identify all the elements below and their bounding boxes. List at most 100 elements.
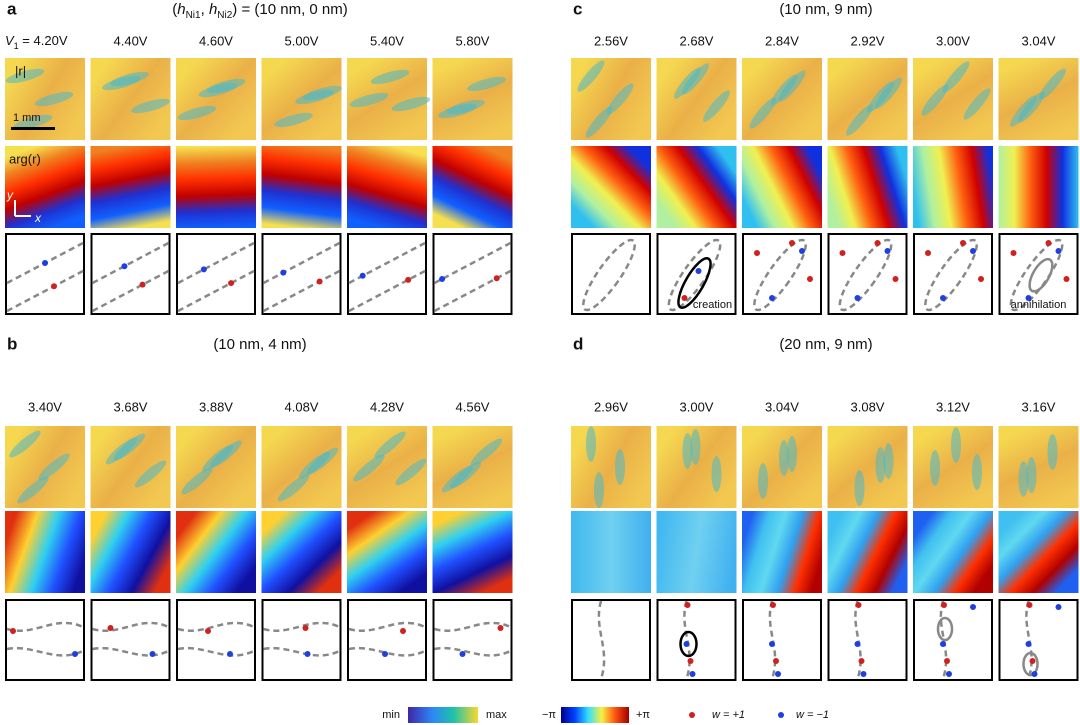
schematic xyxy=(432,599,513,681)
domain-loop-new xyxy=(1022,651,1039,677)
voltage-prefix: V xyxy=(5,33,15,48)
vortex xyxy=(940,641,946,647)
voltage-label: 4.08V xyxy=(285,399,319,414)
voltage-label: 3.04V xyxy=(765,399,799,414)
title-part: , xyxy=(201,1,209,18)
vortex xyxy=(1063,276,1070,282)
schematic xyxy=(90,233,171,315)
schematic-frame xyxy=(827,599,908,681)
vortex xyxy=(970,604,976,610)
amplitude-map xyxy=(998,426,1079,508)
amplitude-streak xyxy=(303,85,342,101)
amplitude-streak xyxy=(963,88,991,120)
row-label: arg(r) xyxy=(9,151,41,166)
vortex xyxy=(807,276,813,282)
schematic xyxy=(176,233,256,315)
legend-label: −π xyxy=(542,709,556,721)
amplitude-streak xyxy=(577,60,605,92)
schematic-frame xyxy=(742,599,822,681)
vortex xyxy=(854,295,861,301)
vortex xyxy=(944,658,950,664)
vortex xyxy=(359,272,366,279)
voltage-label: 2.96V xyxy=(594,399,628,414)
vortex xyxy=(72,651,78,657)
legend-label: w = +1 xyxy=(712,709,745,721)
voltage-label: 2.92V xyxy=(851,33,885,48)
amplitude-streak xyxy=(875,447,886,483)
colorbar xyxy=(561,707,629,723)
voltage-label: 5.40V xyxy=(370,33,404,48)
phase-map xyxy=(827,146,908,228)
legend-dot xyxy=(689,712,695,718)
title-part: Ni1 xyxy=(186,10,201,21)
phase-map xyxy=(90,511,171,593)
amplitude-streak xyxy=(353,454,385,482)
amplitude-streak xyxy=(177,105,217,121)
panel-letter: c xyxy=(573,0,582,18)
amplitude-streak xyxy=(682,63,709,95)
vortex xyxy=(874,240,881,246)
voltage-label: 2.56V xyxy=(594,33,628,48)
domain-loop-new xyxy=(1028,257,1054,293)
amplitude-streak xyxy=(606,83,634,115)
amplitude-streak xyxy=(787,436,797,472)
domain-wall xyxy=(91,269,170,313)
legend-label: max xyxy=(486,709,507,721)
vortex xyxy=(695,268,702,274)
vortex xyxy=(10,628,16,634)
voltage-label: 4.40V xyxy=(114,33,148,48)
vortex xyxy=(970,248,976,254)
vortex xyxy=(304,651,311,657)
schematic xyxy=(261,233,342,315)
domain-wall xyxy=(433,241,512,285)
amplitude-streak xyxy=(210,440,242,468)
vortex xyxy=(1025,295,1032,301)
vortex xyxy=(858,658,865,664)
amplitude-streak xyxy=(951,427,961,463)
scale-bar-label: 1 mm xyxy=(13,112,41,124)
schematic-frame xyxy=(5,233,85,315)
amplitude-streak xyxy=(349,92,389,108)
legend-label: +π xyxy=(636,709,650,721)
voltage-label: 3.08V xyxy=(851,399,885,414)
vortex xyxy=(681,295,688,301)
row-label: |r| xyxy=(15,63,26,78)
schematic xyxy=(176,599,256,681)
amplitude-streak xyxy=(779,440,789,476)
schematic xyxy=(347,233,427,315)
panel-letter: d xyxy=(573,334,583,353)
schematic xyxy=(827,599,908,681)
phase-map xyxy=(913,146,993,228)
panel-title: (hNi1, hNi2) = (10 nm, 0 nm) xyxy=(172,1,348,21)
amplitude-streak xyxy=(1039,68,1066,100)
domain-loop xyxy=(924,238,978,312)
title-part: h xyxy=(209,1,217,18)
vortex xyxy=(1026,602,1033,608)
vortex xyxy=(400,628,406,634)
amplitude-map xyxy=(261,426,342,508)
schematic-frame xyxy=(176,599,256,681)
schematic-frame xyxy=(347,233,427,315)
vortex xyxy=(1055,604,1062,610)
voltage-label: 2.68V xyxy=(680,33,714,48)
amplitude-streak xyxy=(930,450,940,486)
legend-dot xyxy=(778,712,784,718)
phase-map xyxy=(998,511,1079,593)
voltage-label: 3.68V xyxy=(114,399,148,414)
vortex xyxy=(1025,641,1032,647)
vortex xyxy=(1055,248,1062,254)
amplitude-streak xyxy=(131,98,170,114)
schematic-frame xyxy=(347,599,427,681)
amplitude-streak xyxy=(134,460,167,488)
title-part: ( xyxy=(172,1,177,18)
amplitude-streak xyxy=(690,429,701,465)
vortex xyxy=(978,276,984,282)
vortex xyxy=(1010,250,1017,256)
vortex xyxy=(51,283,57,290)
domain-wall xyxy=(262,269,341,313)
amplitude-streak xyxy=(467,76,506,92)
schematic xyxy=(742,599,822,681)
amplitude-streak xyxy=(846,104,873,136)
amplitude-streak xyxy=(470,438,503,466)
amplitude-streak xyxy=(9,430,41,458)
